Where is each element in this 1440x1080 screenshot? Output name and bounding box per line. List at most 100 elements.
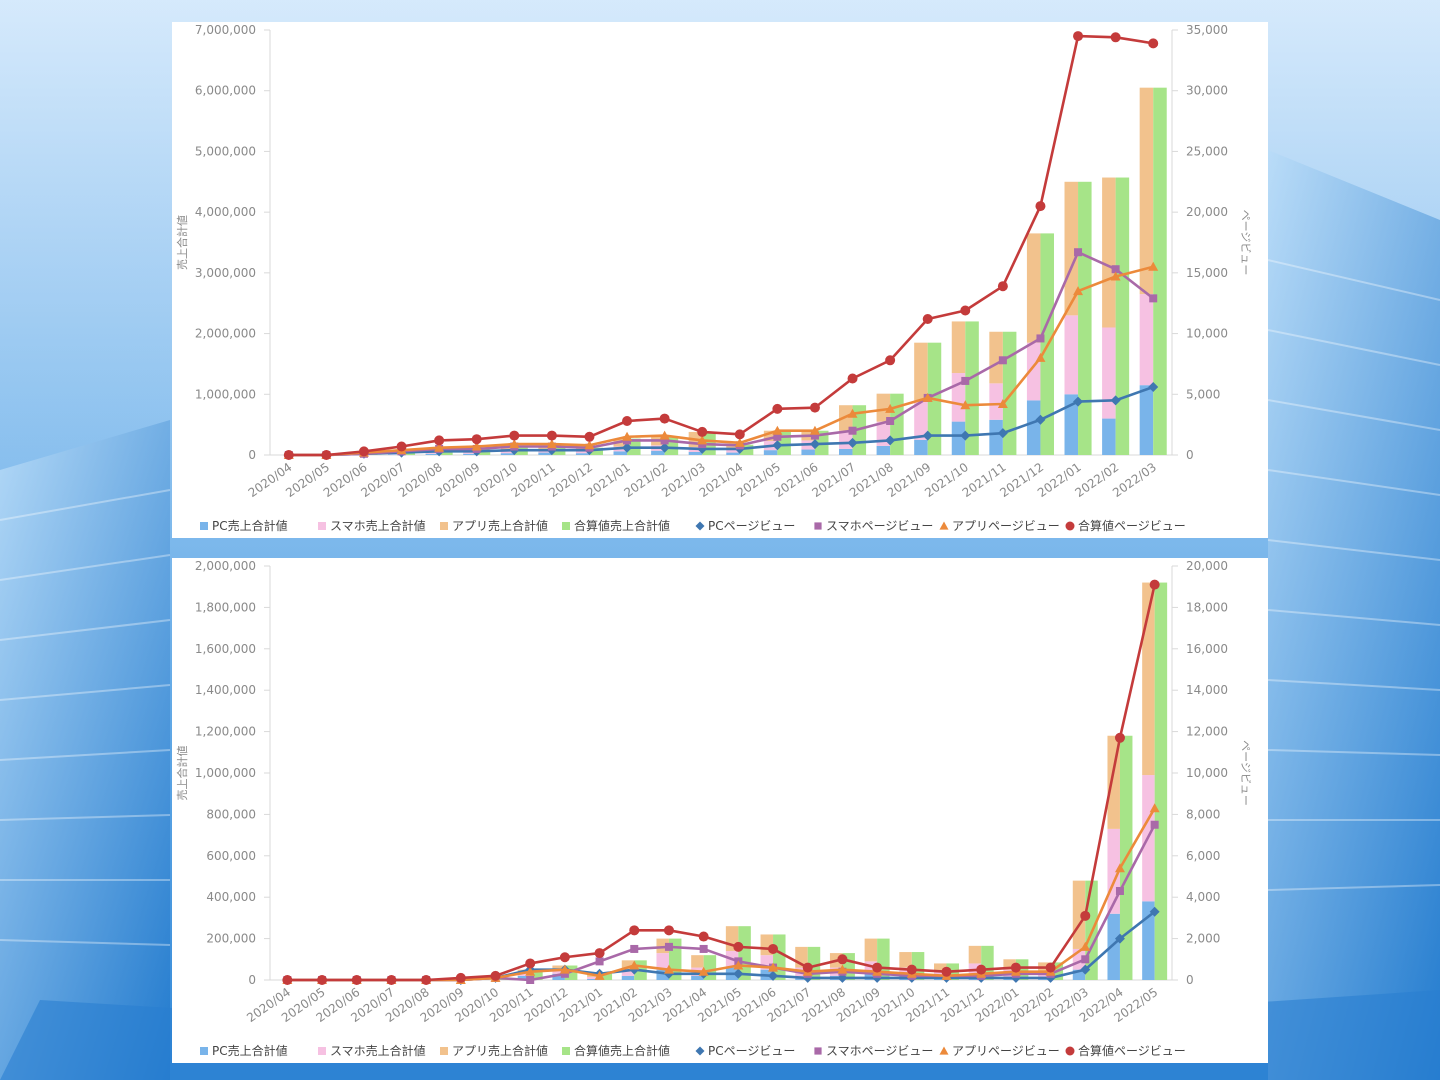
chart-panel-top: 0 1,000,000 2,000,000 3,000,000 4,000,000 5,0… (172, 22, 1268, 538)
bar-total-sales (965, 321, 979, 455)
y-tick-label: 0 (248, 448, 256, 462)
y-tick-label: 200,000 (206, 932, 256, 946)
point-total-pv (663, 925, 674, 936)
point-total-pv (490, 970, 501, 981)
markers-total-pv (283, 31, 1159, 460)
y2-tick-label: 0 (1186, 973, 1194, 987)
legend-label: スマホ売上合計値 (330, 1043, 426, 1058)
y-tick-label: 5,000,000 (195, 144, 256, 158)
y2-tick-label: 25,000 (1186, 144, 1228, 158)
bar-pc-sales (463, 453, 477, 455)
point-pc-pv (659, 442, 670, 453)
bar-pc-sales (691, 975, 704, 980)
legend-item: PC売上合計値 (200, 1043, 288, 1058)
point-sp-pv (699, 944, 708, 953)
point-total-pv (282, 975, 293, 985)
y-tick-label: 1,000,000 (195, 387, 256, 401)
bar-app-sales (951, 321, 966, 374)
bar-app-sales (691, 955, 704, 968)
point-sp-pv (1074, 248, 1083, 257)
point-total-pv (768, 943, 779, 954)
legend-item: アプリページビュー (939, 519, 1060, 533)
point-total-pv (1110, 32, 1121, 43)
point-app-pv (772, 425, 783, 435)
point-app-pv (659, 430, 670, 440)
y-tick-label: 1,800,000 (195, 600, 256, 614)
bar-pc-sales (575, 453, 590, 455)
point-pc-pv (997, 428, 1008, 439)
bar-sp-sales (899, 967, 912, 976)
bar-app-sales (989, 331, 1003, 384)
legend-item: スマホ売上合計値 (318, 518, 426, 533)
point-sp-pv (1149, 294, 1158, 303)
y2-tick-label: 30,000 (1186, 84, 1228, 98)
point-app-pv (471, 441, 482, 451)
bar-pc-sales (538, 452, 552, 455)
bar-app-sales (552, 965, 565, 970)
legend-label: アプリ売上合計値 (452, 518, 548, 533)
point-total-pv (837, 954, 848, 965)
point-sp-pv (998, 356, 1007, 365)
point-app-pv (997, 399, 1008, 408)
point-app-pv (663, 964, 674, 974)
point-total-pv (629, 925, 640, 936)
point-app-pv (1035, 352, 1046, 362)
y2-tick-label: 2,000 (1186, 932, 1220, 946)
point-total-pv (1080, 910, 1091, 921)
bar-sp-sales (1102, 327, 1116, 419)
point-total-pv (351, 975, 362, 985)
y-tick-label: 0 (248, 973, 256, 987)
bar-sp-sales (552, 969, 565, 974)
point-total-pv (1035, 201, 1046, 212)
bar-app-sales (968, 945, 982, 964)
legend-item: スマホページビュー (814, 519, 933, 533)
legend-swatch (200, 522, 208, 530)
bar-total-sales (1078, 181, 1092, 456)
point-sp-pv (1081, 955, 1090, 964)
point-total-pv (941, 966, 952, 977)
y-tick-label: 6,000,000 (195, 84, 256, 98)
point-sp-pv (560, 969, 569, 978)
y2-tick-label: 16,000 (1186, 642, 1228, 656)
point-total-pv (976, 964, 987, 975)
point-total-pv (525, 958, 536, 969)
bar-sp-sales (989, 383, 1003, 420)
line-sp-pv (287, 824, 1156, 982)
bar-pc-sales (613, 451, 628, 455)
y-tick-label: 1,600,000 (195, 642, 256, 656)
point-total-pv (698, 931, 709, 942)
legend-swatch (440, 522, 448, 530)
point-app-pv (809, 425, 820, 435)
point-sp-pv (660, 436, 669, 445)
bar-app-sales (763, 430, 778, 442)
bar-pc-sales (388, 454, 402, 455)
line-total-pv (288, 34, 1154, 457)
legend-item: 合算値売上合計値 (562, 1043, 670, 1058)
bar-pc-sales (688, 451, 703, 455)
y-tick-label: 2,000,000 (195, 327, 256, 341)
bar-sp-sales (587, 976, 600, 979)
legend-label: アプリページビュー (952, 519, 1060, 533)
legend-marker (695, 1046, 705, 1056)
bar-sp-sales (1139, 294, 1154, 386)
point-total-pv (1148, 38, 1159, 49)
bar-pc-sales (656, 969, 669, 980)
bar-sp-sales (1064, 315, 1079, 395)
bar-total-sales (1115, 177, 1130, 456)
legend-item: スマホ売上合計値 (318, 1043, 426, 1058)
point-total-pv (733, 941, 744, 952)
bar-pc-sales (726, 452, 740, 455)
legend-item: 合算値売上合計値 (562, 518, 670, 533)
y2-tick-label: 8,000 (1186, 807, 1220, 821)
point-pc-pv (733, 968, 744, 979)
bar-pc-sales (914, 439, 928, 455)
legend-label: PC売上合計値 (212, 518, 288, 533)
point-total-pv (906, 964, 917, 975)
legend-label: アプリ売上合計値 (452, 1043, 548, 1058)
point-total-pv (659, 413, 670, 424)
y2-axis-title: ページビュー (1239, 210, 1252, 276)
point-total-pv (594, 948, 605, 959)
point-app-pv (768, 962, 779, 972)
legend-label: 合算値売上合計値 (574, 1043, 670, 1058)
bar-app-sales (864, 938, 878, 962)
